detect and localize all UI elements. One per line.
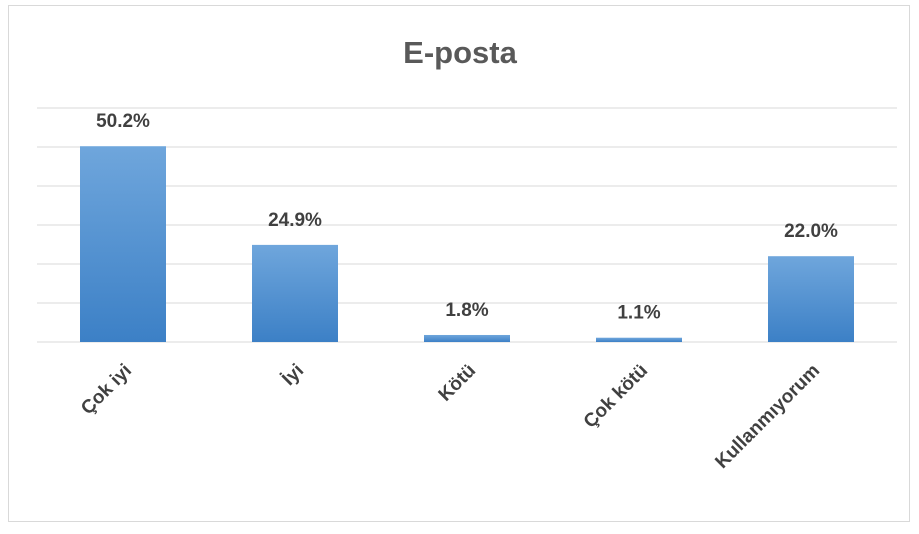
data-label: 24.9% (268, 210, 322, 231)
bar (252, 244, 338, 342)
chart-title: E-posta (403, 35, 517, 70)
data-label: 50.2% (96, 111, 150, 132)
data-label: 22.0% (784, 221, 838, 242)
data-label: 1.8% (445, 300, 488, 321)
bar (424, 334, 510, 342)
bar (80, 146, 166, 342)
data-label: 1.1% (617, 303, 660, 324)
bar (596, 337, 682, 342)
bar (768, 256, 854, 342)
